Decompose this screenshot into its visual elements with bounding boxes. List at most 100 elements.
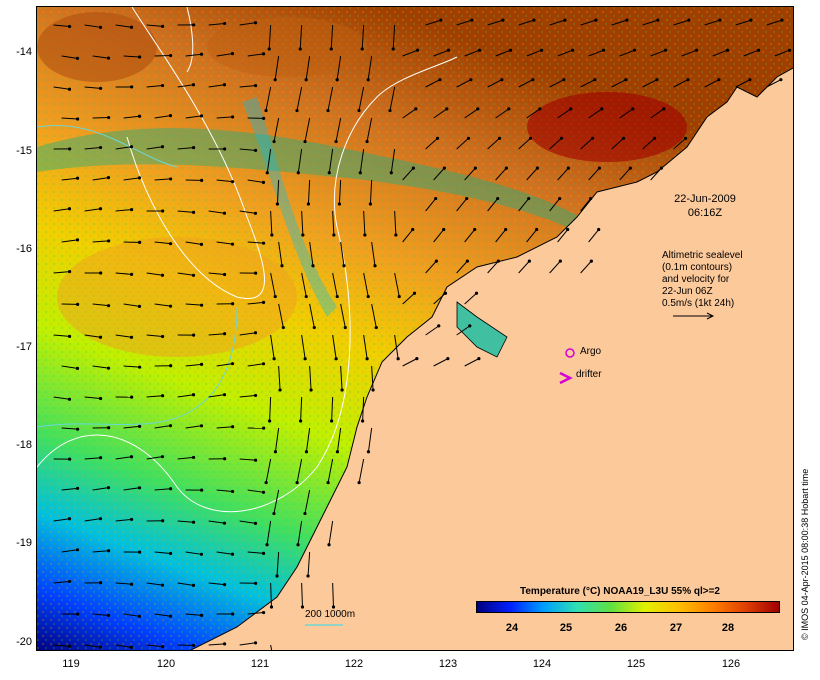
velocity-arrow-head (628, 166, 632, 170)
velocity-arrow (456, 198, 468, 212)
velocity-arrow-head (68, 457, 72, 461)
velocity-arrow (526, 108, 541, 119)
velocity-arrow (239, 520, 256, 524)
velocity-arrow-head (363, 233, 367, 237)
velocity-arrow-head (725, 48, 730, 52)
colorbar-tick: 28 (721, 622, 735, 634)
velocity-arrow (619, 49, 635, 57)
velocity-arrow-head (309, 388, 313, 392)
velocity-arrow (115, 209, 132, 212)
velocity-arrow (340, 303, 346, 328)
velocity-arrow (456, 260, 468, 274)
velocity-arrow-head (504, 166, 508, 170)
velocity-arrow-head (199, 52, 204, 56)
velocity-arrow (92, 303, 109, 307)
velocity-arrow-head (532, 18, 536, 22)
velocity-arrow-head (304, 78, 308, 82)
velocity-arrow-head (137, 614, 142, 618)
velocity-arrow (487, 260, 499, 274)
velocity-arrow (394, 334, 399, 359)
velocity-arrow-head (230, 180, 235, 184)
velocity-arrow-head (273, 78, 277, 82)
velocity-arrow-head (366, 78, 370, 82)
note-line: 22-Jun 06Z (662, 286, 713, 297)
velocity-arrow-head (106, 613, 111, 618)
velocity-arrow-head (446, 357, 450, 361)
velocity-arrow-head (466, 136, 471, 140)
velocity-arrow-head (137, 486, 142, 490)
velocity-arrow (433, 167, 445, 181)
velocity-arrow-head (130, 395, 134, 399)
velocity-arrow-head (327, 171, 331, 175)
velocity-arrow-head (76, 427, 80, 431)
velocity-arrow-head (501, 18, 505, 22)
velocity-arrow (239, 210, 256, 214)
velocity-arrow (300, 396, 303, 421)
velocity-arrow-head (231, 612, 235, 616)
velocity-arrow (216, 551, 233, 555)
velocity-arrow (208, 23, 225, 26)
velocity-arrow (123, 425, 140, 429)
velocity-arrow (146, 644, 163, 648)
velocity-arrow-head (75, 56, 80, 60)
velocity-arrow (185, 115, 202, 119)
velocity-arrow-head (98, 396, 103, 401)
velocity-arrow-head (358, 171, 362, 175)
velocity-arrow (185, 613, 202, 616)
velocity-arrow-head (304, 450, 309, 454)
velocity-arrow (557, 167, 569, 181)
velocity-arrow (146, 334, 163, 337)
velocity-arrow (456, 19, 473, 26)
velocity-arrow-head (191, 273, 196, 277)
velocity-arrow (216, 53, 233, 57)
land-mass (189, 67, 793, 650)
velocity-arrow-head (439, 18, 443, 22)
velocity-arrow-head (360, 47, 364, 51)
velocity-arrow-head (477, 48, 482, 52)
velocity-arrow-head (275, 202, 280, 206)
velocity-arrow (402, 167, 414, 181)
y-tick-label: -16 (16, 243, 32, 255)
velocity-arrow-head (191, 83, 196, 87)
velocity-arrow (84, 147, 101, 150)
y-tick-label: -17 (16, 341, 32, 353)
velocity-arrow (92, 55, 109, 59)
velocity-arrow-head (465, 196, 469, 201)
velocity-arrow-head (253, 521, 258, 525)
velocity-arrow (774, 49, 790, 57)
velocity-arrow-head (223, 457, 227, 461)
velocity-arrow-head (335, 450, 340, 454)
velocity-arrow (53, 396, 70, 400)
velocity-arrow (266, 520, 272, 545)
velocity-arrow-head (253, 148, 258, 152)
sst-map (37, 7, 793, 650)
velocity-arrow-head (67, 269, 72, 274)
velocity-arrow-head (531, 78, 535, 82)
velocity-arrow-head (191, 520, 196, 524)
velocity-arrow-head (231, 302, 235, 306)
velocity-arrow (549, 260, 561, 274)
velocity-arrow-head (330, 419, 334, 423)
velocity-arrow-head (779, 78, 783, 82)
velocity-arrow (115, 272, 132, 275)
velocity-arrow (371, 303, 377, 328)
velocity-arrow-head (261, 300, 266, 305)
velocity-arrow-head (756, 48, 761, 52)
velocity-arrow-head (365, 357, 369, 361)
velocity-arrow-head (365, 139, 369, 144)
velocity-arrow-head (107, 426, 111, 430)
velocity-arrow (301, 582, 303, 608)
velocity-arrow (495, 108, 510, 119)
velocity-arrow-head (137, 176, 142, 180)
velocity-arrow (92, 177, 109, 181)
velocity-arrow (327, 86, 334, 111)
velocity-arrow (61, 365, 78, 369)
velocity-arrow (247, 241, 264, 244)
velocity-arrow-head (160, 83, 165, 88)
velocity-arrow-head (199, 242, 204, 246)
velocity-arrow (208, 84, 225, 88)
velocity-arrow-head (253, 331, 258, 335)
velocity-arrow-head (306, 202, 311, 206)
velocity-arrow-head (138, 365, 142, 369)
velocity-arrow (328, 520, 334, 545)
